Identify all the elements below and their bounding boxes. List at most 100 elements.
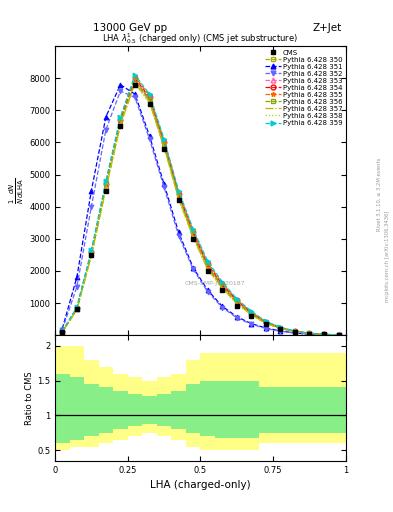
Pythia 6.428 354 [292,328,297,334]
Pythia 6.428 352 [75,284,79,290]
Pythia 6.428 351 [176,229,181,236]
Pythia 6.428 352 [133,94,138,100]
Pythia 6.428 352 [89,204,94,210]
Pythia 6.428 359 [336,332,341,338]
Pythia 6.428 355 [278,325,283,331]
X-axis label: LHA (charged-only): LHA (charged-only) [150,480,251,490]
Pythia 6.428 351 [147,133,152,139]
Pythia 6.428 357 [191,234,196,240]
Pythia 6.428 358 [263,321,268,327]
Pythia 6.428 352 [234,315,239,321]
Pythia 6.428 355 [118,115,123,121]
Pythia 6.428 357 [104,186,108,192]
Pythia 6.428 353 [176,193,181,199]
Pythia 6.428 353 [191,231,196,237]
Pythia 6.428 353 [336,332,341,338]
Title: LHA $\lambda^{1}_{0.5}$ (charged only) (CMS jet substructure): LHA $\lambda^{1}_{0.5}$ (charged only) (… [103,31,298,46]
Pythia 6.428 358 [118,122,123,129]
Pythia 6.428 358 [220,285,225,291]
Pythia 6.428 353 [60,329,64,335]
Pythia 6.428 352 [322,332,327,338]
Line: Pythia 6.428 353: Pythia 6.428 353 [60,77,341,337]
Pythia 6.428 355 [176,189,181,195]
Line: Pythia 6.428 359: Pythia 6.428 359 [60,73,341,337]
Pythia 6.428 357 [220,285,225,291]
Line: Pythia 6.428 351: Pythia 6.428 351 [60,82,341,337]
Pythia 6.428 356 [249,311,254,317]
Pythia 6.428 354 [118,117,123,123]
Pythia 6.428 356 [292,329,297,335]
Pythia 6.428 351 [89,187,94,194]
Pythia 6.428 350 [176,194,181,200]
Pythia 6.428 358 [322,331,327,337]
Pythia 6.428 352 [263,326,268,332]
Pythia 6.428 351 [60,326,64,332]
Pythia 6.428 351 [336,332,341,338]
Pythia 6.428 350 [263,320,268,326]
Pythia 6.428 358 [307,330,312,336]
Pythia 6.428 355 [249,309,254,315]
Pythia 6.428 354 [322,331,327,337]
Pythia 6.428 359 [89,247,94,253]
Pythia 6.428 350 [147,98,152,104]
Pythia 6.428 359 [133,72,138,78]
CMS [118,123,123,130]
Line: Pythia 6.428 354: Pythia 6.428 354 [60,76,341,337]
Pythia 6.428 350 [336,332,341,338]
Pythia 6.428 351 [206,287,210,293]
Line: Pythia 6.428 352: Pythia 6.428 352 [60,89,341,337]
Pythia 6.428 358 [89,253,94,259]
Line: Pythia 6.428 358: Pythia 6.428 358 [62,83,338,335]
Pythia 6.428 351 [278,328,283,334]
CMS [263,321,268,327]
Line: Pythia 6.428 350: Pythia 6.428 350 [60,79,341,337]
Pythia 6.428 358 [206,267,210,273]
Pythia 6.428 352 [206,289,210,295]
Pythia 6.428 356 [133,78,138,84]
Pythia 6.428 353 [89,250,94,257]
Pythia 6.428 354 [104,181,108,187]
CMS [162,146,167,152]
Pythia 6.428 358 [176,196,181,202]
Pythia 6.428 350 [104,184,108,190]
Pythia 6.428 353 [162,141,167,147]
Text: 13000 GeV pp: 13000 GeV pp [93,23,167,33]
Pythia 6.428 352 [191,266,196,272]
Pythia 6.428 353 [118,118,123,124]
Pythia 6.428 354 [220,281,225,287]
Pythia 6.428 358 [162,145,167,151]
Line: Pythia 6.428 356: Pythia 6.428 356 [60,78,341,337]
Pythia 6.428 350 [307,330,312,336]
Pythia 6.428 358 [234,301,239,307]
Pythia 6.428 359 [147,91,152,97]
CMS [75,306,79,312]
Pythia 6.428 350 [292,329,297,335]
Pythia 6.428 354 [206,262,210,268]
Pythia 6.428 350 [234,300,239,306]
Pythia 6.428 350 [118,120,123,126]
Pythia 6.428 354 [176,191,181,197]
Pythia 6.428 353 [322,331,327,337]
Pythia 6.428 350 [220,284,225,290]
Pythia 6.428 357 [278,326,283,332]
Pythia 6.428 350 [278,325,283,331]
Y-axis label: $\frac{1}{N}\frac{dN}{d\mathrm{LHA}}$: $\frac{1}{N}\frac{dN}{d\mathrm{LHA}}$ [8,178,26,204]
Pythia 6.428 350 [162,142,167,148]
Pythia 6.428 354 [336,332,341,338]
Pythia 6.428 351 [133,91,138,97]
Pythia 6.428 357 [60,329,64,335]
Pythia 6.428 355 [75,305,79,311]
Pythia 6.428 354 [191,229,196,236]
Pythia 6.428 354 [147,94,152,100]
Pythia 6.428 357 [162,144,167,151]
Pythia 6.428 356 [176,194,181,200]
CMS [292,329,297,335]
CMS [307,330,312,336]
Pythia 6.428 359 [292,328,297,334]
Pythia 6.428 354 [75,305,79,311]
Pythia 6.428 359 [249,308,254,314]
Pythia 6.428 350 [322,331,327,337]
Pythia 6.428 358 [292,329,297,335]
Pythia 6.428 352 [147,136,152,142]
Pythia 6.428 354 [162,139,167,145]
